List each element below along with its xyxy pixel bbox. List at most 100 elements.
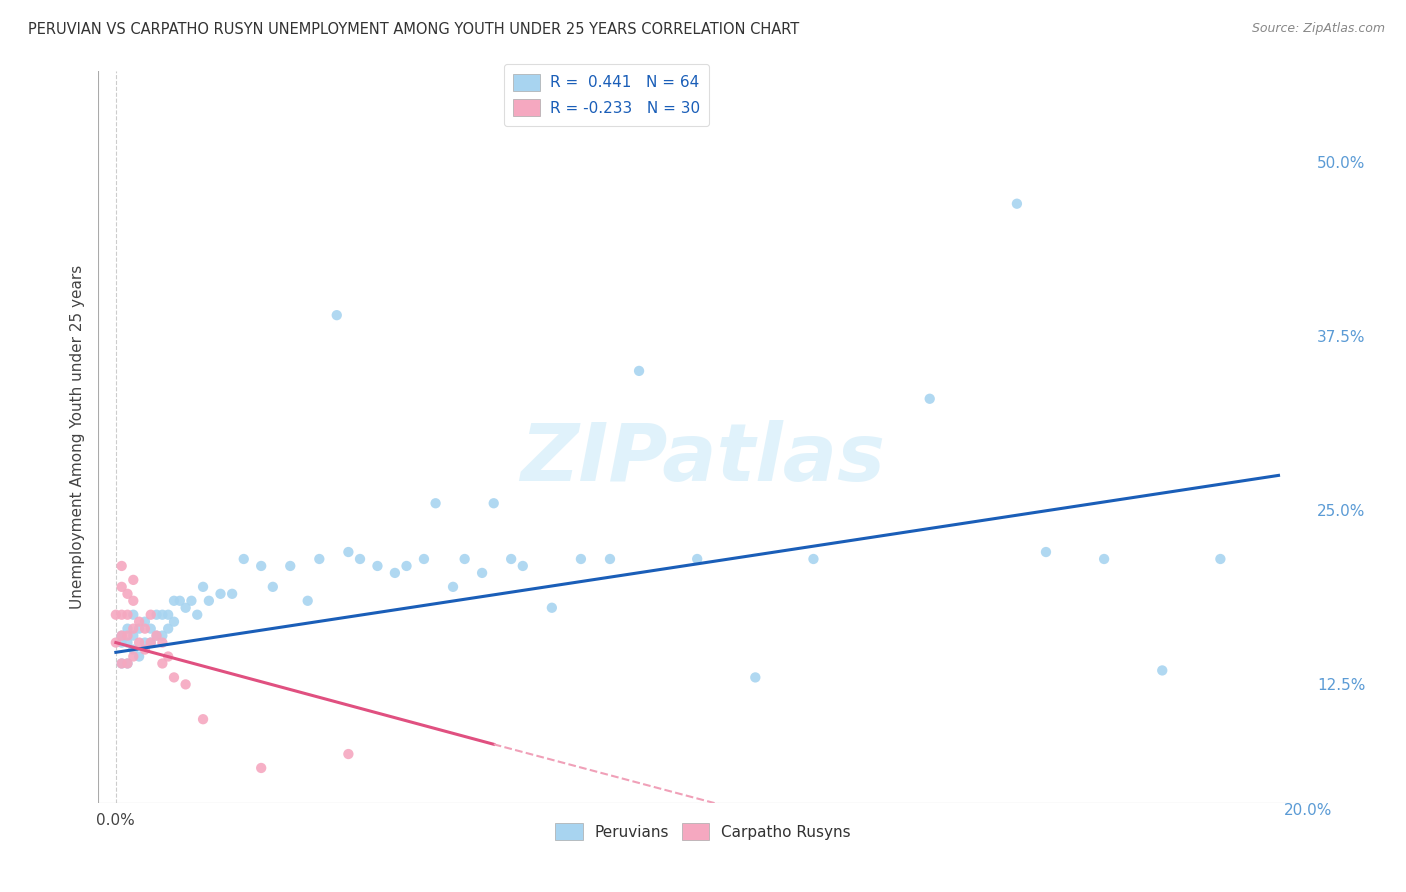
Point: [122, 649, 145, 664]
Point: [163, 615, 186, 629]
Point: [326, 308, 349, 322]
Point: [111, 635, 134, 649]
Point: [150, 607, 173, 622]
Point: [122, 594, 145, 608]
Point: [1152, 664, 1174, 678]
Point: [150, 629, 173, 643]
Point: [569, 552, 592, 566]
Point: [139, 635, 162, 649]
Point: [384, 566, 406, 580]
Point: [111, 558, 134, 573]
Point: [163, 594, 186, 608]
Point: [686, 552, 709, 566]
Point: [744, 670, 766, 684]
Point: [134, 622, 156, 636]
Point: [157, 649, 180, 664]
Point: [122, 607, 145, 622]
Point: [139, 607, 162, 622]
Point: [501, 552, 523, 566]
Point: [117, 657, 139, 671]
Point: [482, 496, 505, 510]
Point: [540, 600, 562, 615]
Point: [128, 649, 150, 664]
Point: [117, 629, 139, 643]
Point: [599, 552, 621, 566]
Point: [349, 552, 371, 566]
Point: [128, 635, 150, 649]
Point: [250, 761, 273, 775]
Text: ZIPatlas: ZIPatlas: [520, 420, 886, 498]
Point: [111, 657, 134, 671]
Point: [111, 629, 134, 643]
Point: [111, 607, 134, 622]
Point: [122, 622, 145, 636]
Point: [918, 392, 941, 406]
Point: [117, 622, 139, 636]
Point: [174, 677, 197, 691]
Point: [278, 558, 301, 573]
Point: [471, 566, 494, 580]
Point: [128, 622, 150, 636]
Point: [117, 635, 139, 649]
Point: [150, 657, 173, 671]
Point: [308, 552, 330, 566]
Point: [186, 607, 208, 622]
Point: [145, 629, 167, 643]
Point: [150, 635, 173, 649]
Point: [191, 712, 214, 726]
Point: [1035, 545, 1057, 559]
Point: [117, 607, 139, 622]
Point: [122, 629, 145, 643]
Text: 20.0%: 20.0%: [1284, 803, 1331, 818]
Point: [441, 580, 464, 594]
Point: [163, 670, 186, 684]
Point: [337, 545, 360, 559]
Point: [145, 607, 167, 622]
Point: [250, 558, 273, 573]
Point: [134, 615, 156, 629]
Point: [512, 558, 534, 573]
Point: [1005, 196, 1028, 211]
Legend: Peruvians, Carpatho Rusyns: Peruvians, Carpatho Rusyns: [548, 816, 858, 847]
Text: PERUVIAN VS CARPATHO RUSYN UNEMPLOYMENT AMONG YOUTH UNDER 25 YEARS CORRELATION C: PERUVIAN VS CARPATHO RUSYN UNEMPLOYMENT …: [28, 22, 800, 37]
Point: [122, 642, 145, 657]
Point: [413, 552, 436, 566]
Point: [139, 635, 162, 649]
Point: [297, 594, 319, 608]
Point: [134, 635, 156, 649]
Point: [453, 552, 475, 566]
Point: [180, 594, 202, 608]
Point: [111, 580, 134, 594]
Point: [128, 615, 150, 629]
Point: [1092, 552, 1115, 566]
Point: [803, 552, 825, 566]
Point: [262, 580, 284, 594]
Point: [425, 496, 447, 510]
Point: [139, 622, 162, 636]
Point: [395, 558, 418, 573]
Point: [104, 635, 127, 649]
Point: [134, 642, 156, 657]
Point: [117, 587, 139, 601]
Point: [157, 607, 180, 622]
Point: [1209, 552, 1232, 566]
Point: [232, 552, 254, 566]
Point: [122, 573, 145, 587]
Point: [366, 558, 388, 573]
Point: [628, 364, 651, 378]
Point: [191, 580, 214, 594]
Point: [174, 600, 197, 615]
Point: [111, 629, 134, 643]
Point: [198, 594, 221, 608]
Point: [169, 594, 191, 608]
Y-axis label: Unemployment Among Youth under 25 years: Unemployment Among Youth under 25 years: [69, 265, 84, 609]
Text: Source: ZipAtlas.com: Source: ZipAtlas.com: [1251, 22, 1385, 36]
Point: [145, 629, 167, 643]
Point: [337, 747, 360, 761]
Point: [104, 607, 127, 622]
Point: [117, 657, 139, 671]
Point: [111, 657, 134, 671]
Point: [221, 587, 243, 601]
Point: [157, 622, 180, 636]
Point: [209, 587, 232, 601]
